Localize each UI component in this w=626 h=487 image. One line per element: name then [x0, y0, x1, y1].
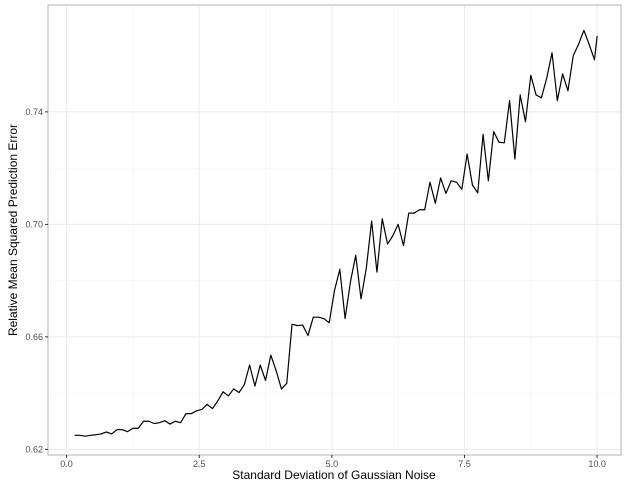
x-axis-title: Standard Deviation of Gaussian Noise — [232, 468, 436, 482]
y-tick-label: 0.70 — [25, 219, 43, 229]
x-tick-label: 5.0 — [326, 459, 339, 469]
major-gridlines — [48, 5, 621, 455]
x-tick-label: 7.5 — [458, 459, 471, 469]
x-axis: 0.0 2.5 5.0 7.5 10.0 — [60, 455, 606, 469]
y-tick-label: 0.62 — [25, 444, 43, 454]
x-tick-label: 0.0 — [60, 459, 73, 469]
series-layer — [74, 29, 598, 437]
y-axis-title: Relative Mean Squared Prediction Error — [6, 124, 20, 336]
plot-panel — [48, 5, 621, 455]
x-tick-label: 2.5 — [193, 459, 206, 469]
series-line — [74, 29, 598, 437]
y-tick-label: 0.66 — [25, 332, 43, 342]
plot-border — [47, 4, 622, 456]
y-tick-label: 0.74 — [25, 107, 43, 117]
y-axis: 0.62 0.66 0.70 0.74 — [25, 107, 48, 454]
x-tick-label: 10.0 — [588, 459, 606, 469]
